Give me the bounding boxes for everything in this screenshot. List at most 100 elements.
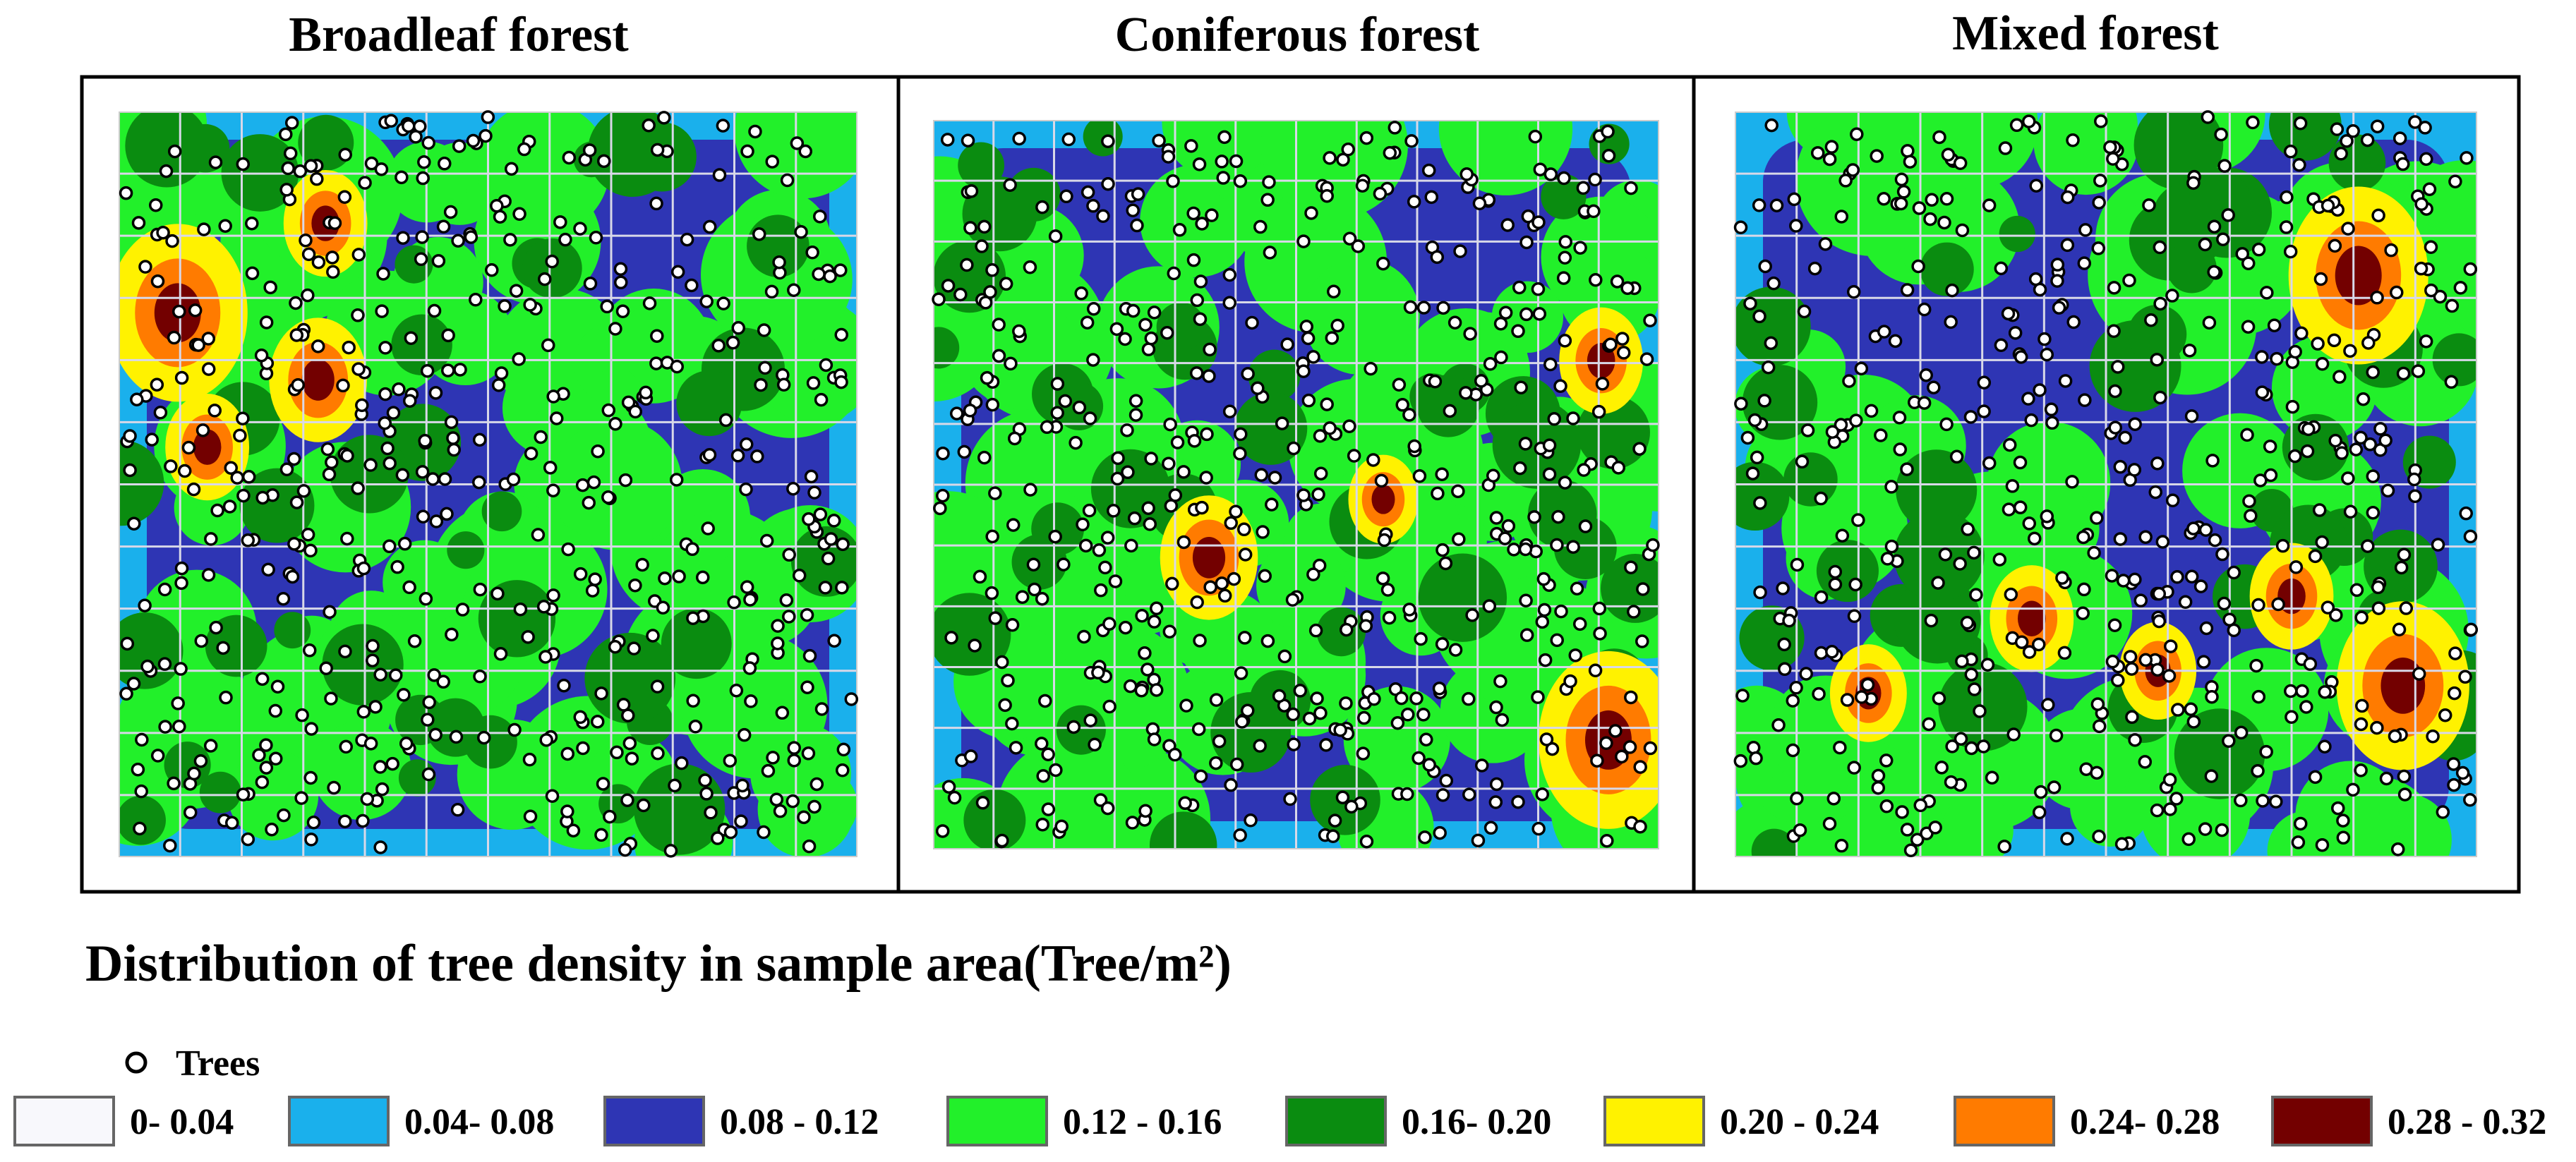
tree — [1319, 738, 1333, 752]
tree — [656, 600, 670, 615]
tree — [608, 322, 622, 336]
tree — [2426, 729, 2440, 744]
tree — [1005, 716, 1019, 731]
tree — [2431, 538, 2445, 552]
tree — [586, 475, 601, 490]
tree — [711, 831, 725, 845]
tree — [395, 170, 409, 185]
tree — [402, 394, 417, 408]
tree — [2321, 198, 2335, 213]
tree — [1263, 246, 1277, 260]
tree — [618, 842, 632, 857]
tree — [2384, 243, 2398, 258]
tree — [2201, 110, 2215, 124]
tree — [2184, 409, 2199, 423]
tree — [402, 119, 416, 133]
tree — [2060, 190, 2075, 205]
tree — [2308, 549, 2323, 564]
tree — [1488, 795, 1503, 809]
tree — [1102, 617, 1117, 631]
tree — [1960, 615, 1975, 630]
tree — [1023, 260, 1037, 274]
tree — [1147, 615, 1162, 629]
tree — [397, 536, 412, 551]
tree — [1977, 404, 1991, 418]
tree — [1359, 131, 1374, 145]
tree — [802, 839, 817, 854]
tree — [1006, 518, 1021, 532]
tree — [1436, 543, 1450, 557]
legend-title: Distribution of tree density in sample a… — [85, 935, 1232, 993]
tree — [236, 411, 250, 425]
tree — [1624, 690, 1638, 705]
tree — [383, 539, 397, 554]
tree — [675, 756, 689, 770]
tree — [269, 751, 283, 766]
tree — [594, 828, 608, 842]
tree — [2240, 428, 2254, 442]
tree — [2150, 456, 2165, 471]
map-zone — [2127, 304, 2187, 364]
tree — [1147, 305, 1162, 320]
tree — [1961, 522, 1975, 536]
tree — [802, 512, 816, 526]
tree — [2127, 463, 2142, 477]
tree — [181, 440, 196, 455]
tree — [452, 139, 467, 153]
tree — [1769, 198, 1784, 212]
tree — [2361, 539, 2375, 553]
tree — [835, 581, 849, 595]
tree — [319, 661, 333, 675]
tree — [1814, 590, 1829, 605]
tree — [2251, 689, 2266, 704]
tree — [800, 680, 814, 694]
tree — [688, 720, 703, 734]
tree — [2221, 208, 2235, 222]
tree — [1419, 732, 1433, 746]
tree — [263, 280, 277, 295]
tree — [1258, 569, 1272, 583]
frame — [80, 75, 2521, 894]
tree — [773, 804, 788, 818]
tree — [819, 358, 833, 373]
tree — [1945, 739, 1959, 754]
tree — [2033, 282, 2047, 297]
tree — [177, 464, 192, 478]
tree — [1215, 576, 1229, 591]
tree — [807, 799, 821, 814]
tree — [1367, 692, 1381, 706]
tree — [2463, 529, 2478, 544]
tree — [737, 727, 752, 742]
tree — [1234, 666, 1248, 680]
legend-swatch — [288, 1096, 390, 1146]
tree — [2021, 392, 2035, 406]
tree — [1994, 261, 2009, 276]
tree — [2090, 511, 2104, 525]
tree — [786, 482, 800, 496]
tree — [2343, 344, 2357, 358]
tree — [1953, 156, 1968, 171]
tree — [2424, 283, 2438, 298]
tree — [726, 335, 740, 350]
map-zone — [584, 632, 676, 724]
tree — [1144, 452, 1158, 466]
tree — [1235, 715, 1249, 729]
tree — [306, 816, 321, 830]
tree — [1932, 130, 1946, 145]
tree — [443, 205, 458, 219]
tree — [1392, 377, 1407, 392]
tree — [2366, 469, 2381, 483]
trees — [119, 110, 859, 858]
tree — [2354, 717, 2369, 732]
tree — [2455, 765, 2470, 780]
tree — [1086, 353, 1100, 367]
tree — [1514, 380, 1528, 395]
tree — [2044, 402, 2059, 417]
tree — [1472, 196, 1487, 211]
tree — [402, 580, 416, 595]
tree — [538, 650, 553, 664]
tree — [289, 328, 304, 342]
tree — [1237, 631, 1252, 645]
hotspot — [193, 429, 222, 465]
tree — [2052, 301, 2066, 315]
